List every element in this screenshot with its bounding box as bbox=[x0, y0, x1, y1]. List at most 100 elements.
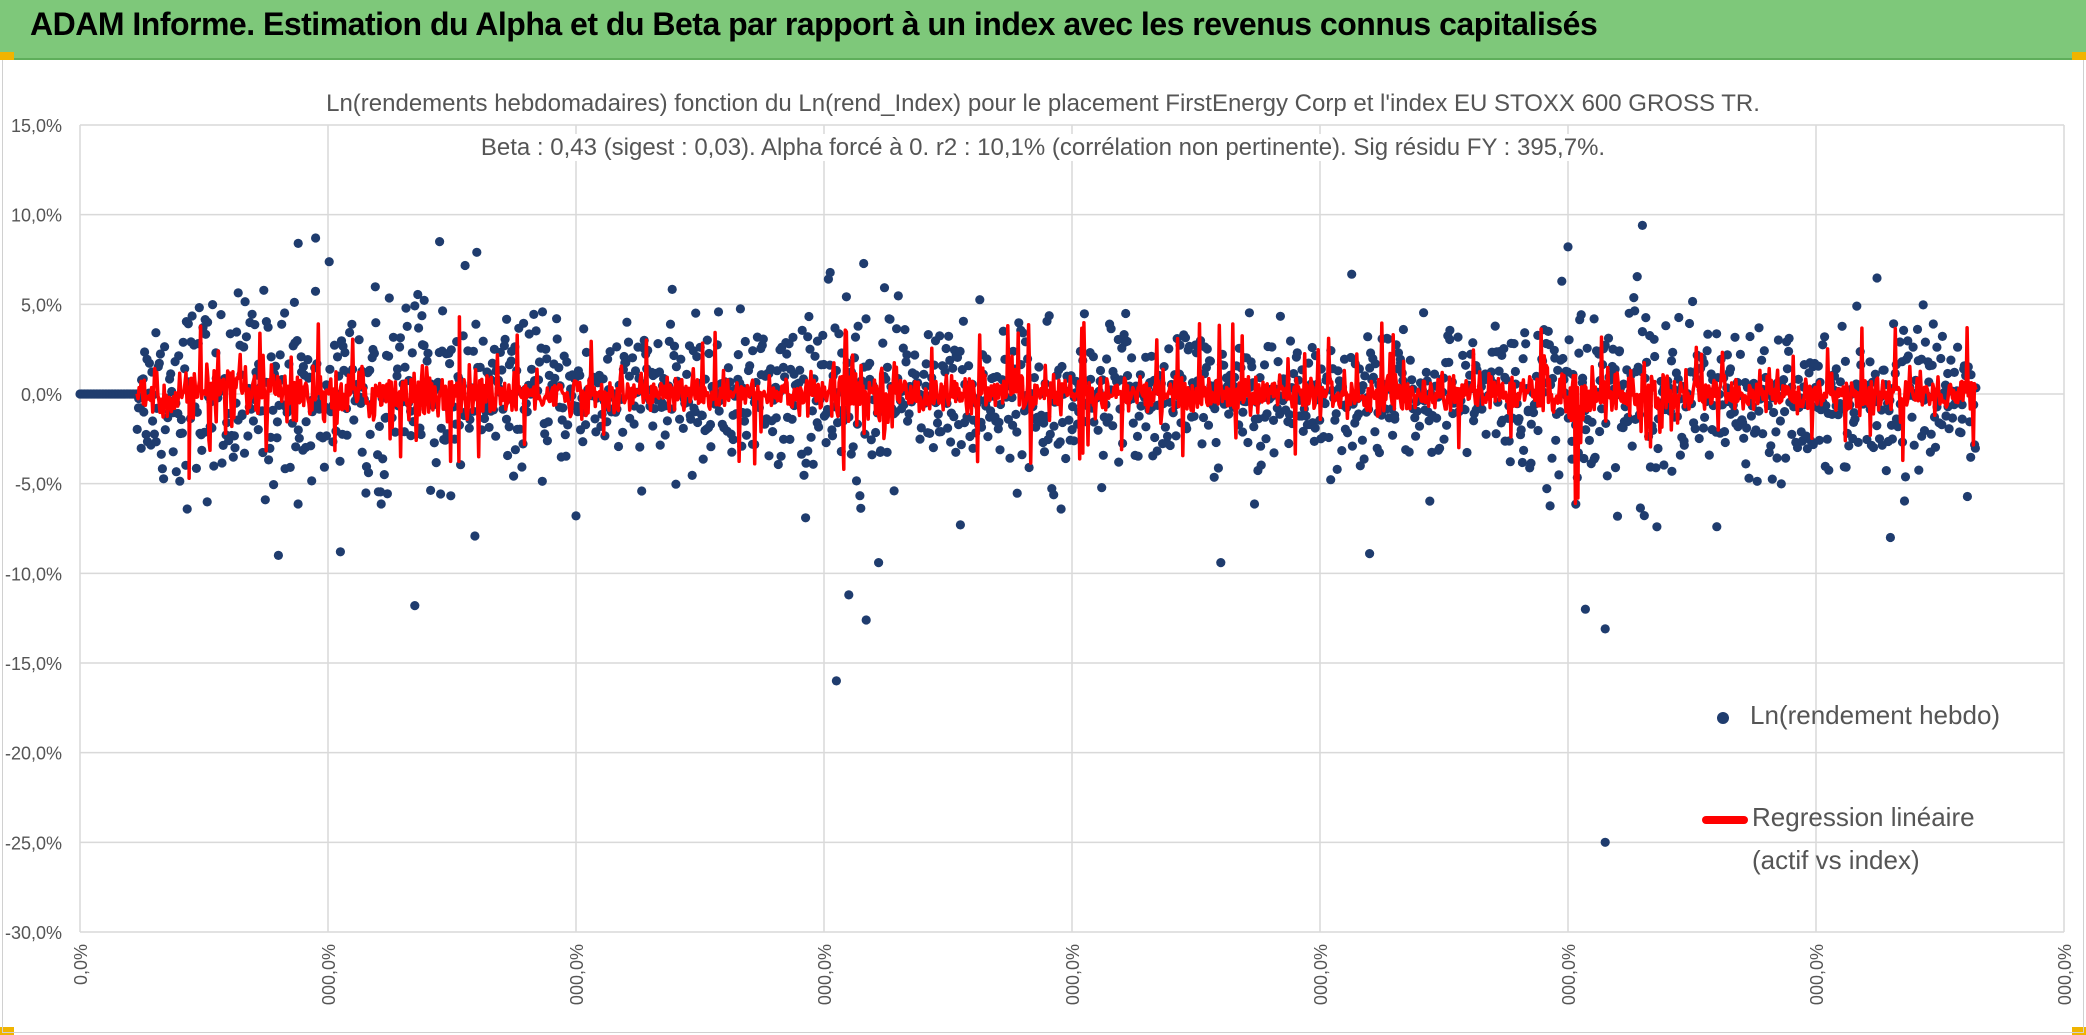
scatter-point bbox=[1079, 309, 1089, 319]
scatter-point bbox=[1841, 462, 1851, 472]
scatter-point bbox=[946, 437, 956, 447]
y-tick-label: 5,0% bbox=[21, 295, 62, 315]
scatter-point bbox=[390, 427, 400, 437]
scatter-point bbox=[1435, 443, 1445, 453]
scatter-point bbox=[369, 348, 379, 358]
scatter-point bbox=[1034, 362, 1044, 372]
scatter-point bbox=[1850, 414, 1860, 424]
scatter-point bbox=[579, 324, 589, 334]
scatter-point bbox=[560, 430, 570, 440]
scatter-point bbox=[861, 615, 871, 625]
scatter-point bbox=[623, 337, 634, 347]
scatter-point bbox=[248, 416, 258, 426]
scatter-point bbox=[1639, 510, 1649, 521]
scatter-point bbox=[1580, 604, 1590, 614]
scatter-point bbox=[1526, 419, 1536, 429]
scatter-point bbox=[1589, 314, 1599, 324]
scatter-point bbox=[232, 327, 242, 337]
scatter-point bbox=[1355, 461, 1365, 471]
scatter-point bbox=[1453, 332, 1463, 342]
scatter-point bbox=[1661, 321, 1671, 331]
scatter-point bbox=[773, 459, 783, 470]
scatter-point bbox=[702, 335, 712, 345]
scatter-point bbox=[1255, 373, 1265, 383]
scatter-point bbox=[1136, 401, 1146, 411]
scatter-point bbox=[349, 415, 359, 425]
scatter-point bbox=[1469, 416, 1479, 426]
scatter-point bbox=[1421, 367, 1431, 377]
scatter-point bbox=[1759, 346, 1769, 356]
legend-label-scatter: Ln(rendement hebdo) bbox=[1750, 700, 2001, 730]
scatter-point bbox=[1333, 366, 1343, 376]
scatter-point bbox=[1872, 421, 1882, 431]
scatter-point bbox=[1557, 276, 1567, 286]
scatter-point bbox=[1461, 360, 1471, 370]
scatter-point bbox=[1840, 356, 1850, 366]
scatter-point bbox=[280, 308, 290, 318]
scatter-point bbox=[848, 442, 858, 452]
scatter-point bbox=[438, 306, 448, 316]
scatter-point bbox=[1739, 433, 1749, 443]
scatter-point bbox=[155, 349, 165, 359]
scatter-point bbox=[1820, 332, 1830, 342]
scatter-point bbox=[1652, 522, 1662, 532]
scatter-point bbox=[1045, 429, 1055, 439]
scatter-point bbox=[885, 314, 895, 324]
scatter-point bbox=[1518, 354, 1528, 364]
scatter-point bbox=[904, 409, 914, 419]
scatter-point bbox=[180, 364, 190, 374]
scatter-point bbox=[1146, 351, 1157, 361]
scatter-point bbox=[484, 422, 494, 432]
scatter-point bbox=[1579, 453, 1589, 464]
scatter-point bbox=[676, 354, 686, 364]
scatter-point bbox=[1407, 375, 1417, 385]
scatter-point bbox=[1822, 434, 1832, 444]
scatter-point bbox=[1098, 450, 1108, 460]
scatter-point bbox=[1238, 407, 1248, 417]
scatter-point bbox=[944, 331, 954, 341]
scatter-point bbox=[1285, 336, 1296, 346]
scatter-point bbox=[1114, 457, 1124, 467]
scatter-point bbox=[148, 416, 158, 426]
scatter-point bbox=[1742, 423, 1752, 433]
scatter-point bbox=[1704, 450, 1714, 460]
scatter-point bbox=[293, 425, 303, 435]
scatter-point bbox=[1499, 344, 1509, 354]
x-tick-label: 000,0% bbox=[1559, 944, 1579, 1005]
scatter-point bbox=[1267, 342, 1277, 352]
scatter-point bbox=[1122, 336, 1132, 346]
scatter-point bbox=[1578, 373, 1588, 383]
y-tick-label: -15,0% bbox=[5, 654, 62, 674]
scatter-point bbox=[1411, 431, 1421, 441]
scatter-point bbox=[1069, 436, 1079, 446]
scatter-point bbox=[903, 416, 913, 426]
scatter-point bbox=[1095, 365, 1106, 376]
scatter-point bbox=[537, 476, 547, 486]
scatter-point bbox=[561, 451, 571, 461]
scatter-point bbox=[199, 427, 209, 437]
corner-marker bbox=[0, 52, 14, 60]
scatter-point bbox=[803, 446, 813, 456]
scatter-point bbox=[1813, 361, 1823, 371]
scatter-point bbox=[1347, 269, 1357, 279]
scatter-point bbox=[1162, 431, 1173, 441]
scatter-point bbox=[943, 423, 953, 433]
x-tick-label: 000,0% bbox=[1063, 944, 1083, 1005]
scatter-point bbox=[293, 499, 303, 509]
scatter-point bbox=[955, 346, 965, 356]
scatter-point bbox=[506, 356, 516, 366]
scatter-point bbox=[413, 289, 423, 300]
scatter-point bbox=[1542, 484, 1552, 494]
scatter-point bbox=[667, 284, 677, 294]
scatter-point bbox=[1918, 300, 1928, 310]
scatter-point bbox=[1627, 441, 1637, 451]
scatter-point bbox=[156, 449, 166, 459]
scatter-point bbox=[698, 454, 708, 464]
scatter-point bbox=[1912, 324, 1923, 334]
scatter-point bbox=[956, 440, 966, 450]
scatter-point bbox=[678, 423, 688, 433]
scatter-point bbox=[1141, 422, 1151, 432]
scatter-point bbox=[575, 370, 585, 380]
scatter-point bbox=[995, 445, 1005, 455]
scatter-point bbox=[1531, 371, 1541, 381]
